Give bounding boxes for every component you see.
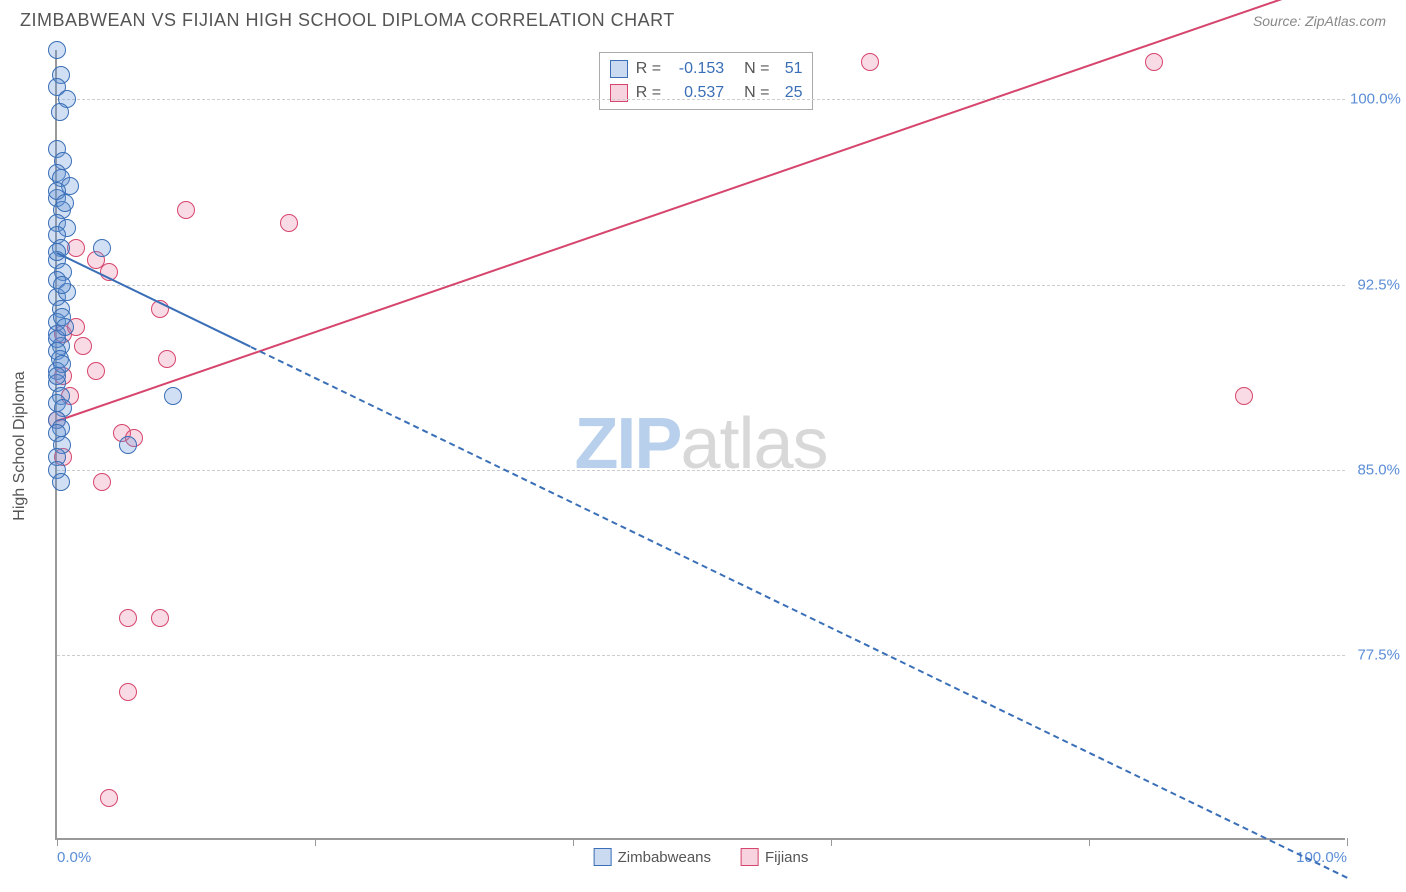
gridline — [57, 470, 1345, 471]
legend-r-value: -0.153 — [669, 57, 724, 81]
legend-item: Fijians — [741, 848, 808, 866]
legend-swatch — [741, 848, 759, 866]
scatter-point — [56, 194, 74, 212]
legend-r-label: R = — [636, 57, 661, 81]
legend-r-label: R = — [636, 81, 661, 105]
gridline — [57, 99, 1345, 100]
xtick — [1089, 838, 1090, 846]
scatter-point — [87, 362, 105, 380]
scatter-point — [74, 337, 92, 355]
trend-line — [250, 346, 1347, 879]
scatter-point — [56, 318, 74, 336]
scatter-point — [52, 473, 70, 491]
ytick-label: 100.0% — [1350, 91, 1400, 108]
legend-row: R = -0.153 N = 51 — [610, 57, 803, 81]
scatter-point — [177, 201, 195, 219]
legend-row: R = 0.537 N = 25 — [610, 81, 803, 105]
scatter-point — [67, 239, 85, 257]
series-legend: Zimbabweans Fijians — [594, 848, 809, 866]
ytick-label: 92.5% — [1350, 276, 1400, 293]
correlation-legend: R = -0.153 N = 51 R = 0.537 N = 25 — [599, 52, 814, 110]
gridline — [57, 285, 1345, 286]
scatter-point — [53, 276, 71, 294]
source-label: Source: ZipAtlas.com — [1253, 13, 1386, 29]
ytick-label: 77.5% — [1350, 646, 1400, 663]
legend-n-label: N = — [744, 81, 769, 105]
legend-label: Zimbabweans — [618, 849, 711, 866]
scatter-point — [861, 53, 879, 71]
xtick — [57, 838, 58, 846]
xtick — [1347, 838, 1348, 846]
scatter-point — [151, 609, 169, 627]
scatter-point — [119, 683, 137, 701]
xtick-label: 0.0% — [57, 849, 91, 866]
scatter-point — [1145, 53, 1163, 71]
xtick — [573, 838, 574, 846]
legend-item: Zimbabweans — [594, 848, 711, 866]
scatter-point — [100, 789, 118, 807]
y-axis-label: High School Diploma — [11, 371, 29, 520]
scatter-point — [119, 609, 137, 627]
scatter-point — [280, 214, 298, 232]
ytick-label: 85.0% — [1350, 461, 1400, 478]
xtick — [831, 838, 832, 846]
chart-title: ZIMBABWEAN VS FIJIAN HIGH SCHOOL DIPLOMA… — [20, 10, 675, 31]
trend-line — [57, 253, 251, 348]
scatter-point — [48, 41, 66, 59]
scatter-point — [48, 367, 66, 385]
scatter-point — [93, 473, 111, 491]
legend-n-value: 25 — [777, 81, 802, 105]
legend-swatch — [594, 848, 612, 866]
gridline — [57, 655, 1345, 656]
xtick — [315, 838, 316, 846]
scatter-point — [119, 436, 137, 454]
scatter-point — [1235, 387, 1253, 405]
legend-n-label: N = — [744, 57, 769, 81]
watermark: ZIPatlas — [574, 403, 827, 485]
scatter-point — [164, 387, 182, 405]
scatter-point — [158, 350, 176, 368]
chart-header: ZIMBABWEAN VS FIJIAN HIGH SCHOOL DIPLOMA… — [0, 0, 1406, 36]
scatter-point — [51, 103, 69, 121]
legend-label: Fijians — [765, 849, 808, 866]
legend-n-value: 51 — [777, 57, 802, 81]
watermark-zip: ZIP — [574, 404, 680, 484]
legend-r-value: 0.537 — [669, 81, 724, 105]
scatter-point — [93, 239, 111, 257]
plot-area: ZIPatlas R =-0.153N =51R =0.537N =25 Zim… — [55, 50, 1345, 840]
legend-swatch — [610, 60, 628, 78]
watermark-atlas: atlas — [680, 404, 827, 484]
